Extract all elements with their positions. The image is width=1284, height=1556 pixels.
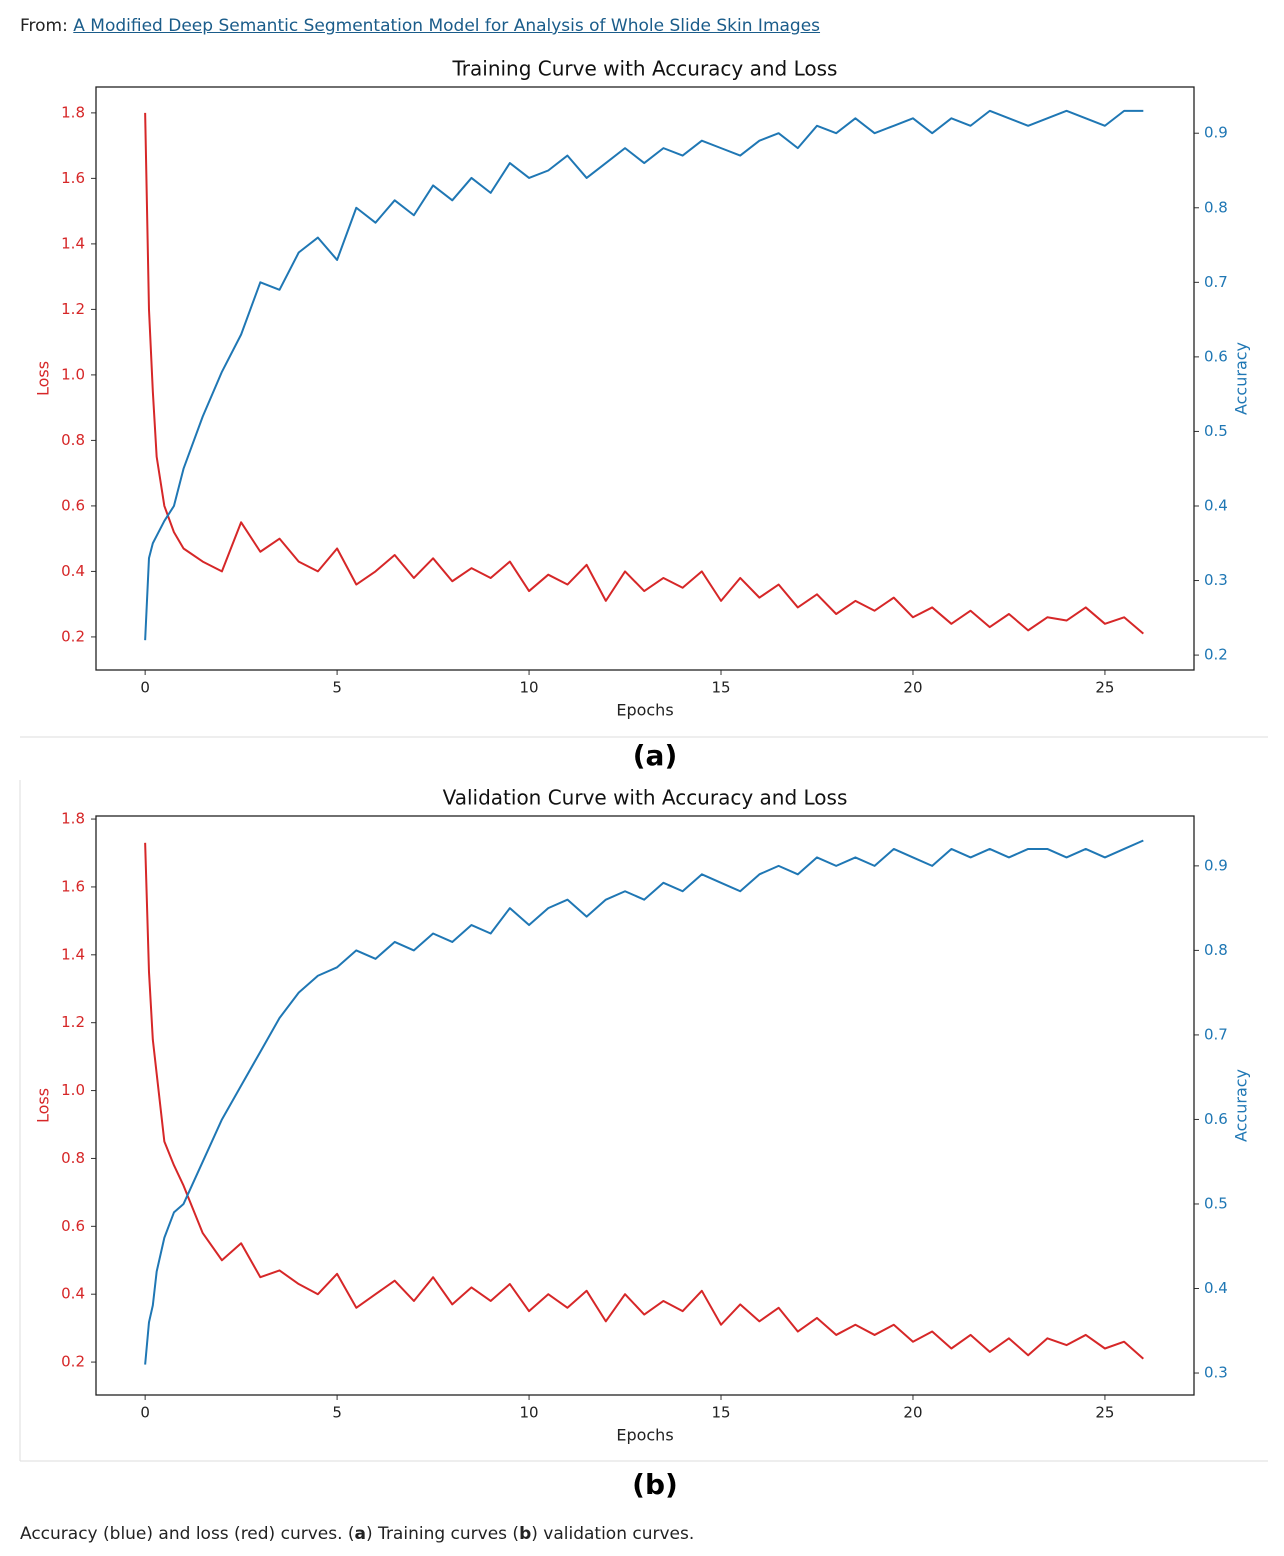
figure: (a) (b) Training Curve with Accuracy and… [19, 57, 1268, 1501]
y-tick-label: 1.2 [61, 1013, 85, 1031]
y2-tick-label: 0.8 [1204, 198, 1228, 216]
chart-title: Training Curve with Accuracy and Loss [452, 57, 838, 81]
y2-tick-label: 0.7 [1204, 273, 1228, 291]
series-line [144, 109, 1144, 641]
y-tick-label: 0.2 [61, 1353, 85, 1371]
panel-label: (a) [633, 739, 678, 772]
caption-text: ) Training curves ( [366, 1524, 520, 1544]
caption-bold: a [354, 1524, 367, 1544]
caption-text: ) validation curves. [531, 1524, 695, 1544]
plot-frame [95, 86, 1195, 671]
caption-bold: b [519, 1524, 532, 1544]
y-tick-label: 1.0 [61, 1081, 85, 1099]
y-tick-label: 0.4 [61, 1285, 85, 1303]
y-axis-label: Loss [34, 361, 53, 396]
y2-tick-label: 0.5 [1204, 1194, 1228, 1212]
y-tick-label: 1.2 [61, 300, 85, 318]
y-tick-label: 0.2 [61, 627, 85, 645]
series-line [144, 842, 1144, 1360]
y-tick-label: 0.8 [61, 431, 85, 449]
y-tick-label: 1.8 [61, 103, 85, 121]
y-tick-label: 0.4 [61, 562, 85, 580]
y-tick-label: 0.6 [61, 496, 85, 514]
y2-tick-label: 0.3 [1204, 571, 1228, 589]
caption: Accuracy (blue) and loss (red) curves. (… [20, 1524, 694, 1544]
y2-tick-label: 0.4 [1204, 496, 1228, 514]
chart-title: Validation Curve with Accuracy and Loss [443, 786, 848, 810]
x-tick-label: 15 [711, 1404, 730, 1422]
y-tick-label: 1.4 [61, 945, 85, 963]
x-tick-label: 5 [332, 679, 342, 697]
x-tick-label: 25 [1095, 1404, 1114, 1422]
y2-tick-label: 0.4 [1204, 1279, 1228, 1297]
header-prefix: From: [20, 16, 68, 36]
y-axis-label: Loss [34, 1088, 53, 1123]
series-line [144, 112, 1144, 635]
article-link[interactable]: A Modified Deep Semantic Segmentation Mo… [73, 16, 821, 36]
x-tick-label: 10 [520, 679, 539, 697]
caption-text: Accuracy (blue) and loss (red) curves. ( [20, 1524, 355, 1544]
x-axis-label: Epochs [616, 701, 673, 720]
y2-tick-label: 0.9 [1204, 856, 1228, 874]
y-tick-label: 1.4 [61, 234, 85, 252]
y-tick-label: 1.6 [61, 169, 85, 187]
y2-tick-label: 0.7 [1204, 1025, 1228, 1043]
y2-tick-label: 0.3 [1204, 1364, 1228, 1382]
x-tick-label: 25 [1095, 679, 1114, 697]
x-tick-label: 20 [903, 1404, 922, 1422]
y2-axis-label: Accuracy [1232, 342, 1251, 415]
y2-tick-label: 0.9 [1204, 124, 1228, 142]
x-tick-label: 0 [140, 679, 150, 697]
y-tick-label: 1.0 [61, 365, 85, 383]
y2-tick-label: 0.2 [1204, 646, 1228, 664]
plot-frame [95, 815, 1195, 1396]
y2-tick-label: 0.5 [1204, 422, 1228, 440]
y-tick-label: 0.8 [61, 1149, 85, 1167]
y-tick-label: 0.6 [61, 1217, 85, 1235]
y-tick-label: 1.8 [61, 810, 85, 828]
y-tick-label: 1.6 [61, 877, 85, 895]
header: From: A Modified Deep Semantic Segmentat… [20, 16, 820, 36]
x-axis-label: Epochs [616, 1426, 673, 1445]
panel-label: (b) [632, 1468, 678, 1501]
x-tick-label: 10 [520, 1404, 539, 1422]
x-tick-label: 15 [711, 679, 730, 697]
x-tick-label: 20 [903, 679, 922, 697]
x-tick-label: 0 [140, 1404, 150, 1422]
x-tick-label: 5 [332, 1404, 342, 1422]
y2-axis-label: Accuracy [1232, 1069, 1251, 1142]
y2-tick-label: 0.6 [1204, 1110, 1228, 1128]
y2-tick-label: 0.8 [1204, 941, 1228, 959]
y2-tick-label: 0.6 [1204, 347, 1228, 365]
series-line [144, 839, 1144, 1365]
